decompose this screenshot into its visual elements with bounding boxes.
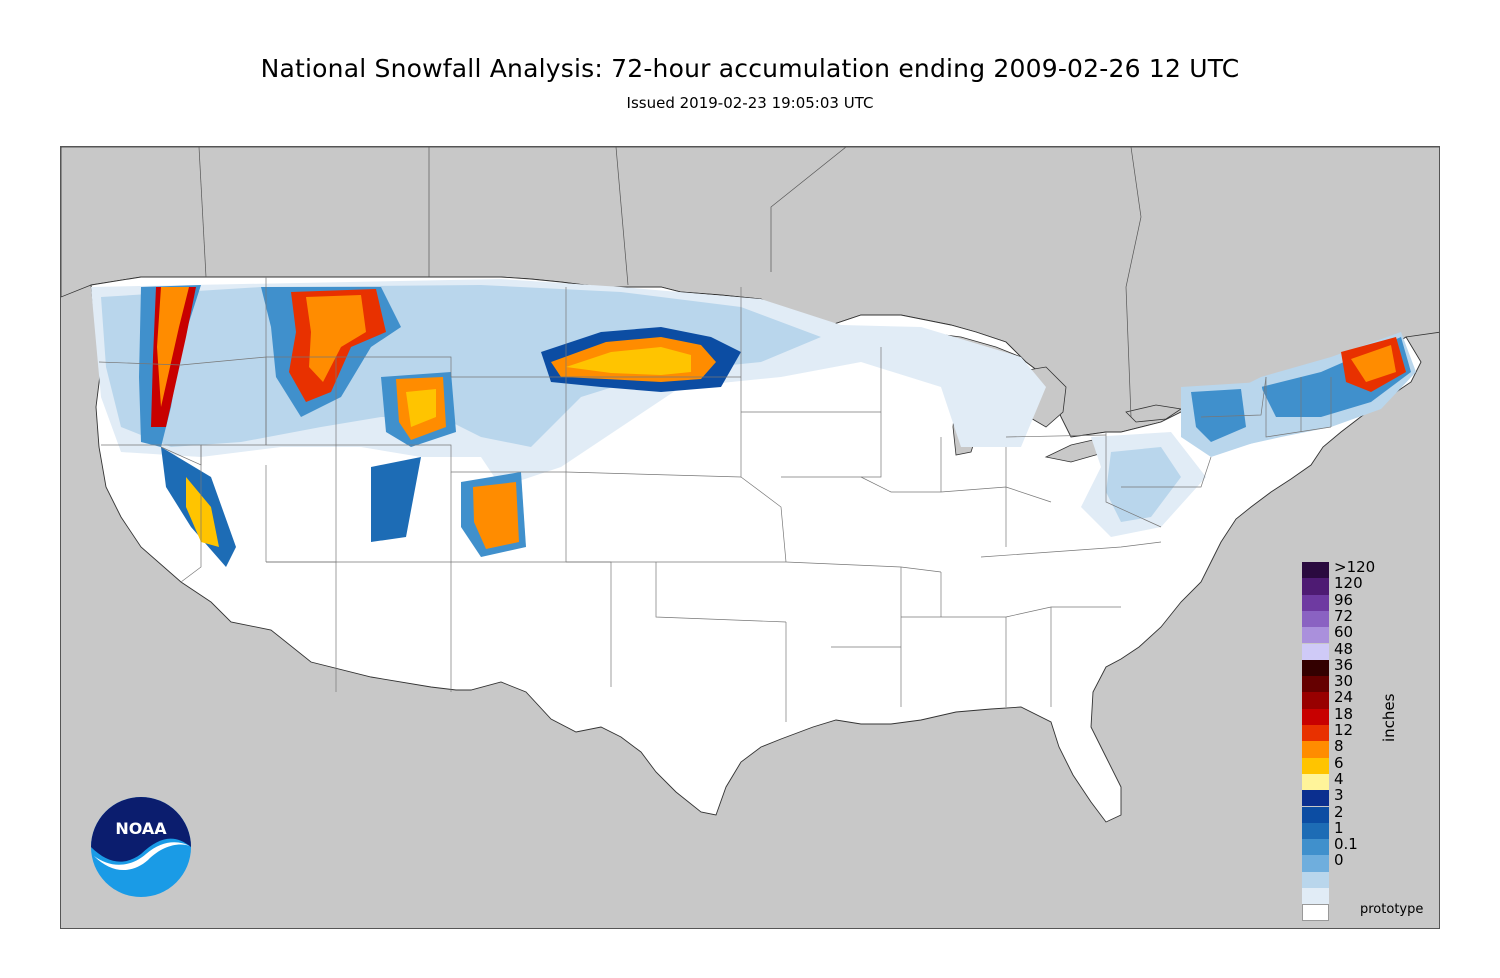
- legend-swatch: [1302, 594, 1329, 611]
- legend-swatch: [1302, 578, 1329, 595]
- legend-label: 12: [1334, 721, 1354, 739]
- map-canvas: [61, 147, 1439, 823]
- legend-unit-label: inches: [1380, 693, 1398, 742]
- legend-swatch: [1302, 627, 1329, 644]
- legend-swatch: [1302, 725, 1329, 742]
- legend-swatch: [1302, 871, 1329, 888]
- legend-swatch: [1302, 839, 1329, 856]
- map-title: National Snowfall Analysis: 72-hour accu…: [260, 54, 1240, 83]
- state-borders: [98, 277, 1332, 722]
- legend-label: 48: [1334, 639, 1354, 658]
- issued-timestamp: Issued 2019-02-23 19:05:03 UTC: [626, 94, 874, 112]
- legend-label: 36: [1334, 655, 1354, 674]
- legend-swatch: [1302, 741, 1329, 758]
- legend-swatch: [1302, 806, 1329, 823]
- legend-swatch: [1302, 659, 1329, 677]
- noaa-logo: NOAA: [90, 796, 192, 898]
- legend-swatch: [1302, 888, 1329, 905]
- legend-swatch: [1302, 822, 1329, 840]
- legend-label: 1: [1334, 818, 1344, 837]
- legend-label: 60: [1334, 623, 1354, 642]
- noaa-logo-text: NOAA: [115, 819, 167, 838]
- legend-label: 8: [1334, 737, 1344, 756]
- legend-swatch: [1302, 692, 1329, 709]
- prototype-label: prototype: [1360, 902, 1424, 917]
- legend-label: 6: [1334, 753, 1344, 772]
- legend-swatch: [1302, 773, 1329, 791]
- legend-label: >120: [1334, 558, 1376, 576]
- legend-swatch: [1302, 562, 1329, 579]
- legend-swatch: [1302, 610, 1329, 628]
- legend-label: 18: [1334, 704, 1354, 723]
- legend-label: 0: [1334, 851, 1344, 870]
- snowfall-overlay: [91, 279, 1416, 567]
- legend-swatch: [1302, 708, 1329, 725]
- lake-ontario: [1125, 404, 1183, 423]
- snowfall-map[interactable]: [60, 146, 1440, 929]
- legend-label: 24: [1334, 688, 1354, 707]
- legend-swatch: [1302, 757, 1329, 774]
- legend-swatch: [1302, 904, 1329, 921]
- legend-label: 4: [1334, 769, 1344, 788]
- legend-label: 2: [1334, 802, 1344, 821]
- legend-label: 0.1: [1334, 835, 1358, 854]
- legend-label: 30: [1334, 672, 1354, 691]
- legend-label: 120: [1334, 574, 1363, 593]
- legend-swatch: [1302, 676, 1329, 693]
- legend-label: 3: [1334, 786, 1344, 805]
- legend-swatch: [1302, 855, 1329, 872]
- legend-swatch: [1302, 790, 1329, 807]
- legend-label: 72: [1334, 606, 1354, 625]
- province-borders: [198, 147, 1142, 418]
- legend-label: 96: [1334, 590, 1354, 609]
- legend-swatch: [1302, 643, 1329, 660]
